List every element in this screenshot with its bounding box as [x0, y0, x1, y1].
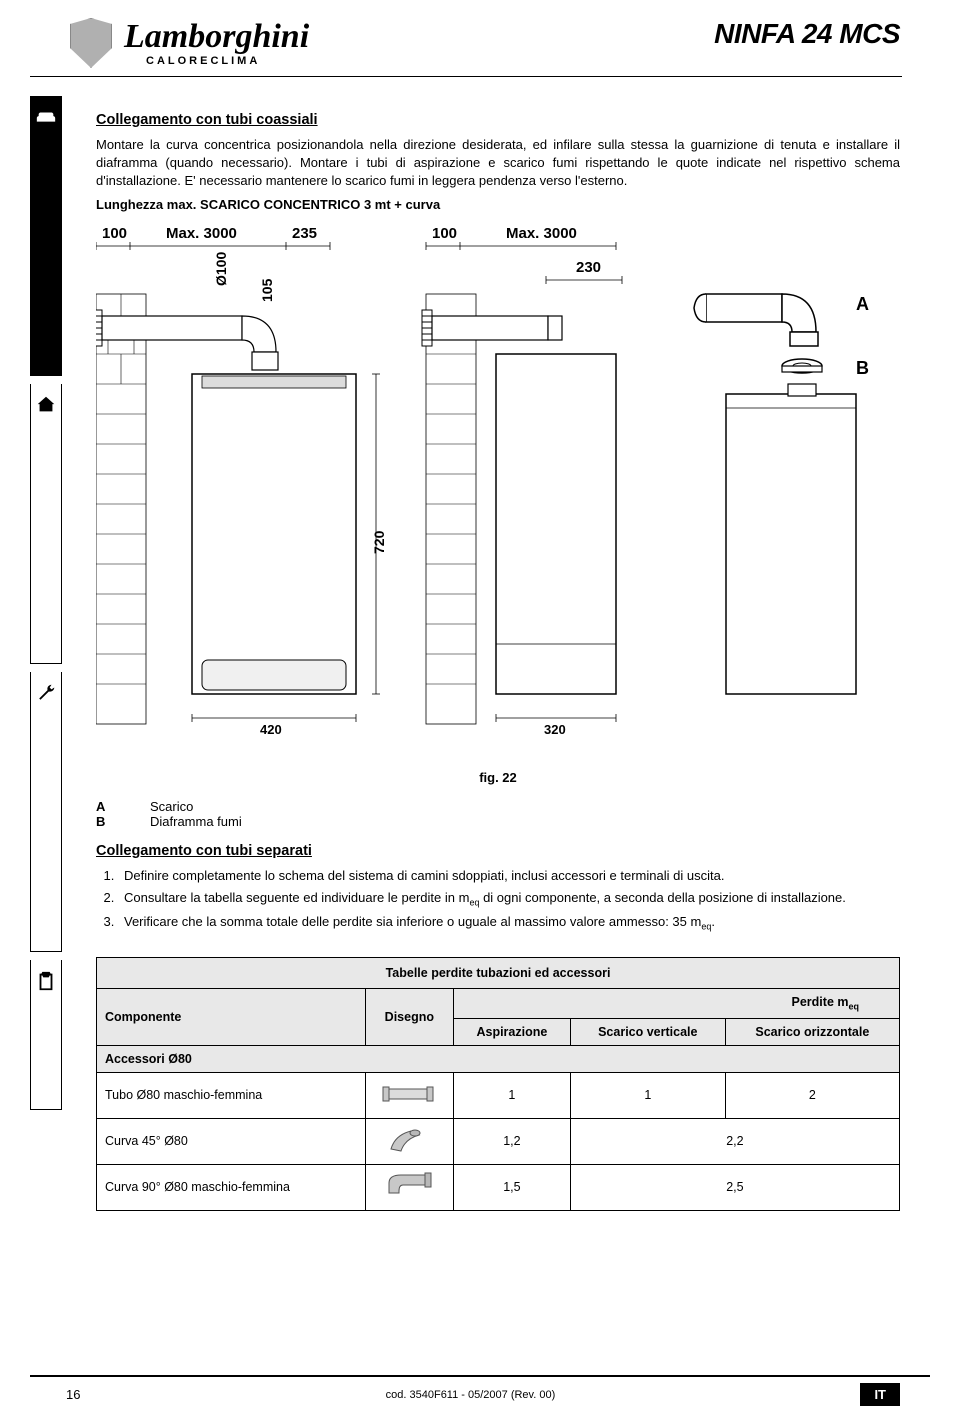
step-2: Consultare la tabella seguente ed indivi… — [118, 889, 900, 909]
row2-drawing — [365, 1118, 453, 1164]
pipe-curve45-icon — [381, 1123, 437, 1157]
row2-label: Curva 45° Ø80 — [97, 1118, 366, 1164]
dim-720: 720 — [371, 530, 387, 554]
dim-105: 105 — [259, 278, 275, 302]
label-A: A — [856, 294, 869, 314]
pipe-curve90-icon — [381, 1169, 437, 1203]
page-footer: 16 cod. 3540F611 - 05/2007 (Rev. 00) IT — [30, 1375, 930, 1406]
row1-so: 2 — [725, 1072, 899, 1118]
tab-install — [30, 384, 62, 664]
dim-d100: Ø100 — [213, 251, 229, 285]
row3-drawing — [365, 1164, 453, 1210]
house-icon — [35, 394, 57, 416]
dim-100-left: 100 — [102, 225, 127, 242]
section1-para: Montare la curva concentrica posizionand… — [96, 136, 900, 190]
dim-420: 420 — [260, 722, 282, 737]
figure-caption: fig. 22 — [96, 770, 900, 785]
row1-drawing — [365, 1072, 453, 1118]
legend: A Scarico B Diaframma fumi — [96, 799, 900, 829]
row3-label: Curva 90° Ø80 maschio-femmina — [97, 1164, 366, 1210]
sub-brand: CALORECLIMA — [146, 55, 309, 67]
header-rule — [30, 76, 902, 77]
legend-key-b: B — [96, 814, 112, 829]
step-3: Verificare che la somma totale delle per… — [118, 913, 900, 933]
col-so: Scarico orizzontale — [725, 1018, 899, 1045]
shield-icon — [70, 18, 112, 68]
wrench-icon — [35, 682, 57, 704]
dim-320: 320 — [544, 722, 566, 737]
row1-asp: 1 — [453, 1072, 570, 1118]
lang-badge: IT — [860, 1383, 900, 1406]
col-component: Componente — [97, 989, 366, 1046]
legend-key-a: A — [96, 799, 112, 814]
acc-header: Accessori Ø80 — [97, 1045, 900, 1072]
row3-asp: 1,5 — [453, 1164, 570, 1210]
section2-title: Collegamento con tubi separati — [96, 843, 900, 859]
legend-val-b: Diaframma fumi — [150, 814, 242, 829]
row2-asp: 1,2 — [453, 1118, 570, 1164]
page-number: 16 — [66, 1387, 80, 1402]
table-row: Tubo Ø80 maschio-femmina 1 1 2 — [97, 1072, 900, 1118]
tab-service — [30, 672, 62, 952]
table-row: Curva 45° Ø80 1,2 2,2 — [97, 1118, 900, 1164]
tab-comfort — [30, 96, 62, 376]
step-1: Definire completamente lo schema del sis… — [118, 867, 900, 885]
section1-bold: Lunghezza max. SCARICO CONCENTRICO 3 mt … — [96, 196, 900, 214]
table-row: Curva 90° Ø80 maschio-femmina 1,5 2,5 — [97, 1164, 900, 1210]
col-asp: Aspirazione — [453, 1018, 570, 1045]
section1-title: Collegamento con tubi coassiali — [96, 112, 900, 128]
side-tabs — [30, 96, 62, 1118]
product-name: NINFA 24 MCS — [714, 18, 900, 50]
row3-so: 2,5 — [570, 1164, 899, 1210]
row1-sv: 1 — [570, 1072, 725, 1118]
brand-name: Lamborghini — [124, 22, 309, 53]
table-title: Tabelle perdite tubazioni ed accessori — [97, 958, 900, 989]
row1-label: Tubo Ø80 maschio-femmina — [97, 1072, 366, 1118]
assembly-center: 320 — [422, 294, 616, 737]
dim-max3000-a: Max. 3000 — [166, 225, 237, 242]
loss-header: Perdite meq — [453, 989, 899, 1019]
footer-code: cod. 3540F611 - 05/2007 (Rev. 00) — [386, 1389, 556, 1401]
diagram-wrap: 100 Max. 3000 235 100 Max. 3000 230 — [96, 224, 900, 785]
dim-235: 235 — [292, 225, 317, 242]
legend-val-a: Scarico — [150, 799, 193, 814]
dim-230: 230 — [576, 259, 601, 276]
page-header: Lamborghini CALORECLIMA NINFA 24 MCS — [0, 0, 960, 68]
col-drawing: Disegno — [365, 989, 453, 1046]
tab-notes — [30, 960, 62, 1110]
assembly-right: A B — [694, 294, 869, 694]
dim-max3000-b: Max. 3000 — [506, 225, 577, 242]
steps-list: Definire completamente lo schema del sis… — [118, 867, 900, 934]
col-sv: Scarico verticale — [570, 1018, 725, 1045]
row2-so: 2,2 — [570, 1118, 899, 1164]
label-B: B — [856, 358, 869, 378]
dim-100-right: 100 — [432, 225, 457, 242]
assembly-left: 720 420 — [96, 294, 387, 737]
sofa-icon — [35, 107, 57, 129]
figure-22: 100 Max. 3000 235 100 Max. 3000 230 — [96, 224, 900, 764]
pipe-straight-icon — [381, 1077, 437, 1111]
losses-table: Tabelle perdite tubazioni ed accessori C… — [96, 957, 900, 1211]
logo-block: Lamborghini CALORECLIMA — [70, 18, 309, 68]
content-body: Collegamento con tubi coassiali Montare … — [96, 112, 900, 1211]
clipboard-icon — [35, 970, 57, 992]
